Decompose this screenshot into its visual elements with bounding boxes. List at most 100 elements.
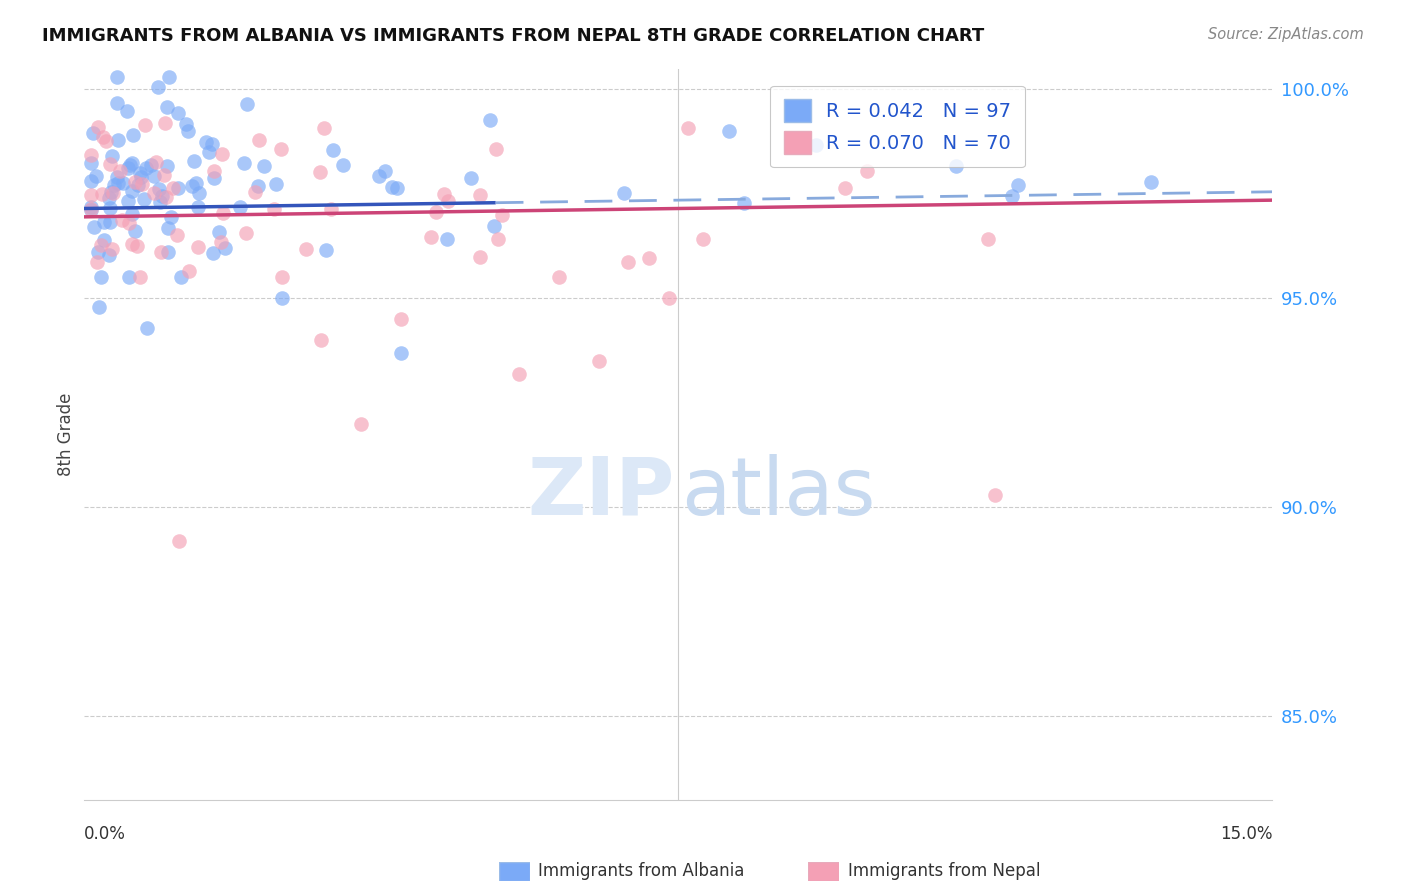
Point (389, 312, 412, 326)
Point (508, 367, 530, 381)
Point (97, 191, 120, 205)
Point (134, 192, 156, 206)
Point (157, 220, 180, 235)
Text: Source: ZipAtlas.com: Source: ZipAtlas.com (1208, 27, 1364, 42)
Point (107, 133, 129, 147)
Point (156, 244, 179, 259)
Point (167, 533, 190, 548)
Point (834, 181, 856, 195)
Point (1140, 176, 1163, 190)
Point (468, 187, 491, 202)
Point (91, 130, 114, 145)
Point (460, 171, 482, 186)
Point (184, 176, 207, 190)
Point (197, 145, 219, 159)
Point (84, 169, 107, 184)
Point (148, 182, 170, 196)
Point (468, 250, 491, 264)
Point (433, 187, 456, 202)
Text: Immigrants from Albania: Immigrants from Albania (538, 863, 745, 880)
Point (638, 252, 661, 266)
Point (87, 120, 110, 134)
Point (617, 254, 640, 268)
Point (187, 240, 209, 254)
Point (90, 186, 112, 201)
Point (548, 270, 571, 285)
Point (167, 106, 190, 120)
Point (141, 158, 163, 172)
Point (385, 180, 408, 194)
Point (202, 164, 225, 178)
Point (374, 163, 396, 178)
Point (159, 210, 181, 224)
Point (98, 157, 121, 171)
Point (121, 156, 143, 170)
Point (270, 142, 292, 156)
Point (124, 224, 146, 238)
Point (236, 97, 259, 112)
Point (86, 255, 108, 269)
Point (804, 138, 827, 153)
Point (103, 186, 125, 200)
Point (270, 291, 292, 305)
Point (856, 164, 879, 178)
Point (96, 134, 118, 148)
Point (153, 168, 176, 182)
Point (332, 158, 354, 172)
Point (118, 270, 141, 285)
Point (488, 232, 510, 246)
Point (270, 270, 292, 285)
Point (232, 156, 254, 170)
Point (80, 202, 103, 217)
Point (247, 178, 270, 193)
Point (80, 148, 103, 162)
Point (211, 147, 233, 161)
Point (314, 121, 336, 136)
Point (150, 244, 173, 259)
Point (208, 225, 231, 239)
Point (491, 208, 513, 222)
Point (135, 161, 157, 176)
Point (125, 239, 148, 253)
Point (131, 178, 153, 192)
Y-axis label: 8th Grade: 8th Grade (58, 392, 75, 475)
Point (247, 133, 270, 147)
Point (308, 165, 330, 179)
Point (111, 213, 134, 227)
Point (350, 417, 373, 431)
Point (90, 270, 112, 285)
Point (103, 178, 125, 192)
Point (97, 248, 120, 262)
Point (389, 345, 412, 359)
Text: ZIP: ZIP (527, 454, 675, 532)
Point (155, 115, 177, 129)
Point (162, 181, 184, 195)
Point (315, 243, 337, 257)
Point (118, 216, 141, 230)
Point (436, 194, 458, 208)
Text: 0.0%: 0.0% (83, 825, 125, 843)
Point (311, 333, 333, 347)
Point (117, 103, 139, 118)
Point (100, 186, 122, 200)
Point (177, 264, 200, 278)
Point (235, 227, 257, 241)
Point (82, 126, 104, 140)
Point (209, 235, 232, 249)
Point (266, 177, 288, 191)
Point (676, 121, 699, 136)
Point (977, 232, 1000, 246)
Point (229, 200, 252, 214)
Point (484, 219, 506, 234)
Point (150, 189, 173, 203)
Point (1007, 178, 1029, 192)
Point (156, 100, 179, 114)
Point (177, 124, 200, 138)
Point (149, 195, 172, 210)
Point (89, 300, 111, 314)
Point (478, 113, 501, 128)
Point (145, 155, 167, 169)
Point (658, 291, 681, 305)
Point (128, 165, 150, 179)
Point (212, 206, 235, 220)
